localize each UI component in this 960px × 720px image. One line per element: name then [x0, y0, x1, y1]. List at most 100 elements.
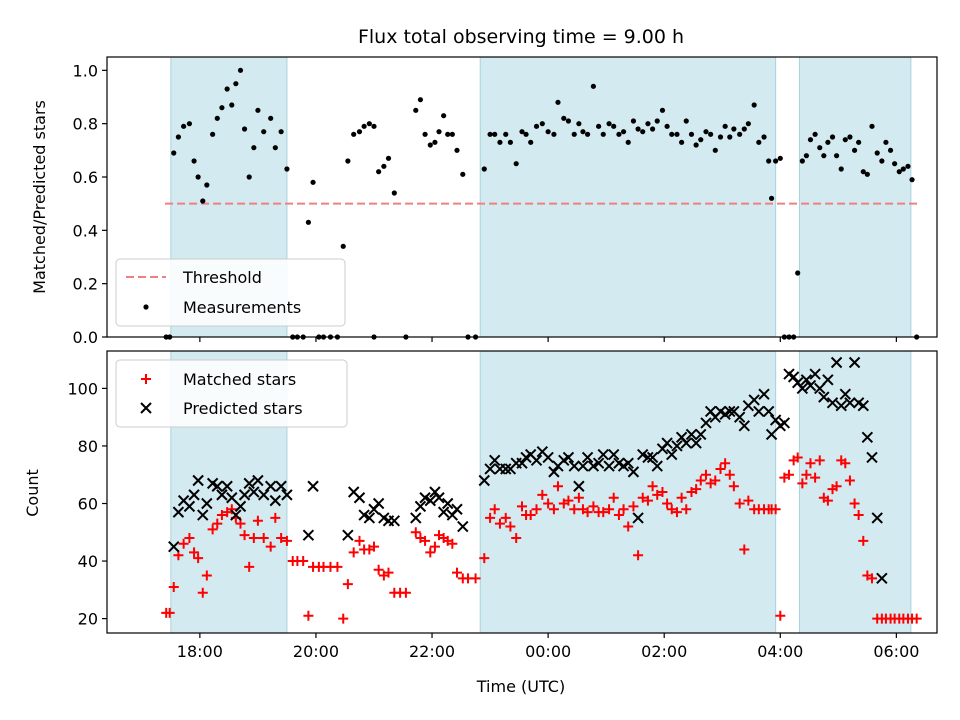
measurement-point	[181, 123, 187, 129]
predicted-point	[478, 474, 490, 487]
matched-point	[201, 570, 212, 581]
matched-point	[681, 504, 692, 515]
matched-point	[775, 610, 786, 621]
matched-point	[613, 510, 624, 521]
measurement-point	[214, 115, 220, 121]
legend-bottom: Matched stars Predicted stars	[115, 359, 348, 428]
measurement-point	[712, 147, 718, 153]
bottom-y-axis-label: Count	[23, 469, 42, 517]
measurement-point	[200, 198, 206, 204]
predicted-point	[216, 489, 228, 501]
predicted-point	[358, 509, 370, 521]
measurement-point	[571, 131, 577, 137]
predicted-point	[248, 486, 260, 498]
measurement-point	[210, 131, 216, 137]
legend-measurements-swatch	[143, 304, 149, 310]
matched-point	[573, 492, 584, 503]
matched-point	[724, 469, 735, 480]
measurement-point	[551, 131, 557, 137]
predicted-point	[437, 506, 450, 518]
measurement-point	[345, 158, 351, 164]
matched-point	[810, 472, 821, 483]
matched-point	[494, 518, 505, 529]
x-axis-label: Time (UTC)	[476, 677, 565, 696]
predicted-point	[424, 494, 437, 507]
measurement-point	[233, 81, 239, 87]
matched-point	[700, 469, 711, 480]
x-tick-label: 06:00	[873, 642, 919, 661]
measurement-point	[186, 121, 193, 127]
legend-measurements-label: Measurements	[183, 298, 301, 317]
matched-point	[608, 492, 619, 503]
matched-point	[207, 524, 218, 535]
matched-point	[552, 481, 563, 492]
measurement-point	[833, 153, 840, 159]
matched-point	[618, 504, 629, 515]
matched-point	[447, 538, 458, 549]
measurement-point	[838, 166, 844, 172]
measurement-point	[803, 153, 810, 159]
measurement-point	[874, 150, 880, 156]
matched-point	[226, 504, 237, 515]
matched-point	[604, 504, 615, 515]
predicted-point	[353, 492, 366, 504]
predicted-point	[264, 480, 277, 492]
x-tick-label: 20:00	[293, 642, 339, 661]
measurement-point	[751, 102, 757, 108]
matched-point	[805, 458, 816, 469]
measurement-point	[756, 139, 762, 145]
predicted-point	[796, 382, 809, 395]
matched-point	[410, 527, 421, 538]
series-dot	[163, 67, 920, 340]
matched-point	[628, 501, 639, 512]
measurement-point	[539, 121, 545, 127]
measurement-point	[851, 147, 858, 153]
matched-point	[298, 556, 309, 567]
matched-point	[383, 567, 394, 578]
matched-point	[193, 553, 204, 564]
measurement-point	[842, 137, 848, 143]
predicted-point	[410, 512, 422, 524]
predicted-point	[822, 374, 834, 386]
measurement-point	[272, 145, 278, 151]
measurement-point	[821, 153, 827, 159]
matched-point	[368, 541, 379, 552]
top-y-axis-label: Matched/Predicted stars	[30, 100, 49, 294]
matched-point	[276, 533, 287, 544]
measurement-point	[664, 123, 670, 129]
predicted-point	[839, 388, 852, 400]
predicted-point	[826, 397, 839, 409]
predicted-point	[866, 451, 878, 464]
matched-point	[695, 475, 706, 486]
measurement-point	[449, 131, 455, 137]
x-tick-label: 22:00	[409, 642, 455, 661]
matched-point	[500, 512, 511, 523]
measurement-point	[460, 171, 466, 177]
matched-point	[720, 458, 731, 469]
predicted-point	[762, 405, 775, 418]
measurement-point	[432, 139, 438, 145]
measurement-point	[892, 161, 898, 167]
predicted-point	[861, 431, 874, 444]
legend-matched-swatch	[141, 374, 151, 384]
measurement-point	[722, 123, 728, 129]
legend-predicted-label: Predicted stars	[183, 399, 303, 418]
matched-point	[633, 550, 644, 561]
measurement-point	[310, 179, 316, 185]
measurement-point	[255, 107, 261, 113]
matched-point	[652, 489, 663, 500]
predicted-point	[388, 515, 401, 527]
matched-point	[184, 533, 195, 544]
matched-point	[671, 507, 682, 518]
predicted-point	[568, 460, 580, 472]
predicted-point	[172, 506, 185, 518]
measurement-point	[246, 174, 252, 180]
predicted-point	[671, 440, 683, 452]
measurement-point	[741, 126, 747, 132]
y-tick-label: 100	[67, 379, 98, 398]
matched-point	[248, 533, 259, 544]
measurement-point	[561, 115, 567, 121]
measurement-point	[909, 177, 915, 183]
predicted-point	[738, 420, 751, 432]
predicted-point	[787, 371, 800, 383]
